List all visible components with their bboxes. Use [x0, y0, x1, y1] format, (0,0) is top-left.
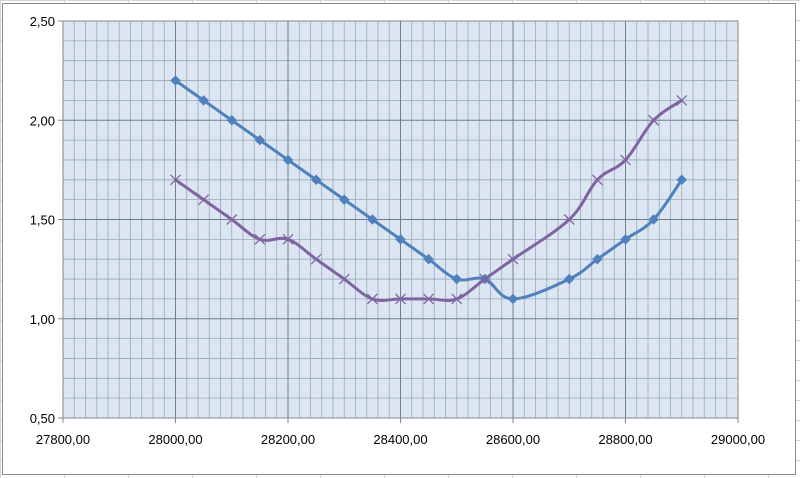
- major-gridlines: [63, 21, 738, 418]
- data-point-x[interactable]: [479, 273, 491, 285]
- y-tick-label: 2,50: [30, 14, 55, 29]
- data-point-diamond[interactable]: [620, 233, 631, 245]
- series-layer: [170, 75, 688, 305]
- data-point-diamond[interactable]: [507, 293, 519, 305]
- data-point-x[interactable]: [282, 233, 294, 245]
- data-point-x[interactable]: [226, 214, 238, 225]
- y-axis-ticks: 0,50 1,00 1,50 2,00 2,50: [30, 14, 63, 426]
- series-2[interactable]: [170, 94, 688, 305]
- data-point-diamond[interactable]: [338, 194, 350, 206]
- data-point-x[interactable]: [648, 114, 660, 126]
- data-point-diamond[interactable]: [648, 214, 659, 225]
- data-point-x[interactable]: [507, 253, 519, 265]
- y-tick-label: 1,50: [30, 213, 55, 228]
- data-point-diamond[interactable]: [423, 253, 434, 265]
- data-point-x[interactable]: [620, 154, 631, 166]
- x-tick-label: 28600,00: [486, 432, 540, 447]
- data-point-diamond[interactable]: [367, 214, 378, 225]
- data-point-x[interactable]: [395, 293, 406, 305]
- data-point-x[interactable]: [338, 273, 350, 285]
- data-point-diamond[interactable]: [310, 174, 322, 186]
- data-point-diamond[interactable]: [282, 154, 294, 166]
- data-point-diamond[interactable]: [254, 134, 266, 146]
- x-tick-label: 28800,00: [598, 432, 652, 447]
- data-point-diamond[interactable]: [226, 114, 238, 126]
- data-point-x[interactable]: [198, 194, 210, 206]
- data-point-diamond[interactable]: [395, 233, 406, 245]
- data-point-x[interactable]: [563, 214, 575, 225]
- data-point-x[interactable]: [451, 293, 463, 305]
- y-tick-label: 1,00: [30, 312, 55, 327]
- data-point-x[interactable]: [591, 174, 603, 186]
- data-point-diamond[interactable]: [563, 273, 575, 285]
- y-tick-label: 2,00: [30, 113, 55, 128]
- data-point-diamond[interactable]: [676, 174, 688, 186]
- data-point-diamond[interactable]: [451, 273, 463, 285]
- data-point-diamond[interactable]: [592, 253, 603, 265]
- x-tick-label: 27800,00: [36, 432, 90, 447]
- data-point-x[interactable]: [254, 233, 266, 245]
- data-point-x[interactable]: [310, 253, 322, 265]
- data-point-x[interactable]: [423, 293, 435, 305]
- data-point-diamond[interactable]: [198, 95, 209, 106]
- x-tick-label: 29000,00: [711, 432, 765, 447]
- x-tick-label: 28200,00: [261, 432, 315, 447]
- y-tick-label: 0,50: [30, 411, 55, 426]
- x-axis-ticks: 27800,00 28000,00 28200,00 28400,00 28600,00…: [36, 418, 765, 447]
- data-point-x[interactable]: [170, 174, 181, 186]
- x-tick-label: 28400,00: [373, 432, 427, 447]
- data-point-x[interactable]: [366, 293, 378, 305]
- data-point-x[interactable]: [676, 94, 688, 106]
- x-tick-label: 28000,00: [148, 432, 202, 447]
- data-point-diamond[interactable]: [170, 75, 181, 86]
